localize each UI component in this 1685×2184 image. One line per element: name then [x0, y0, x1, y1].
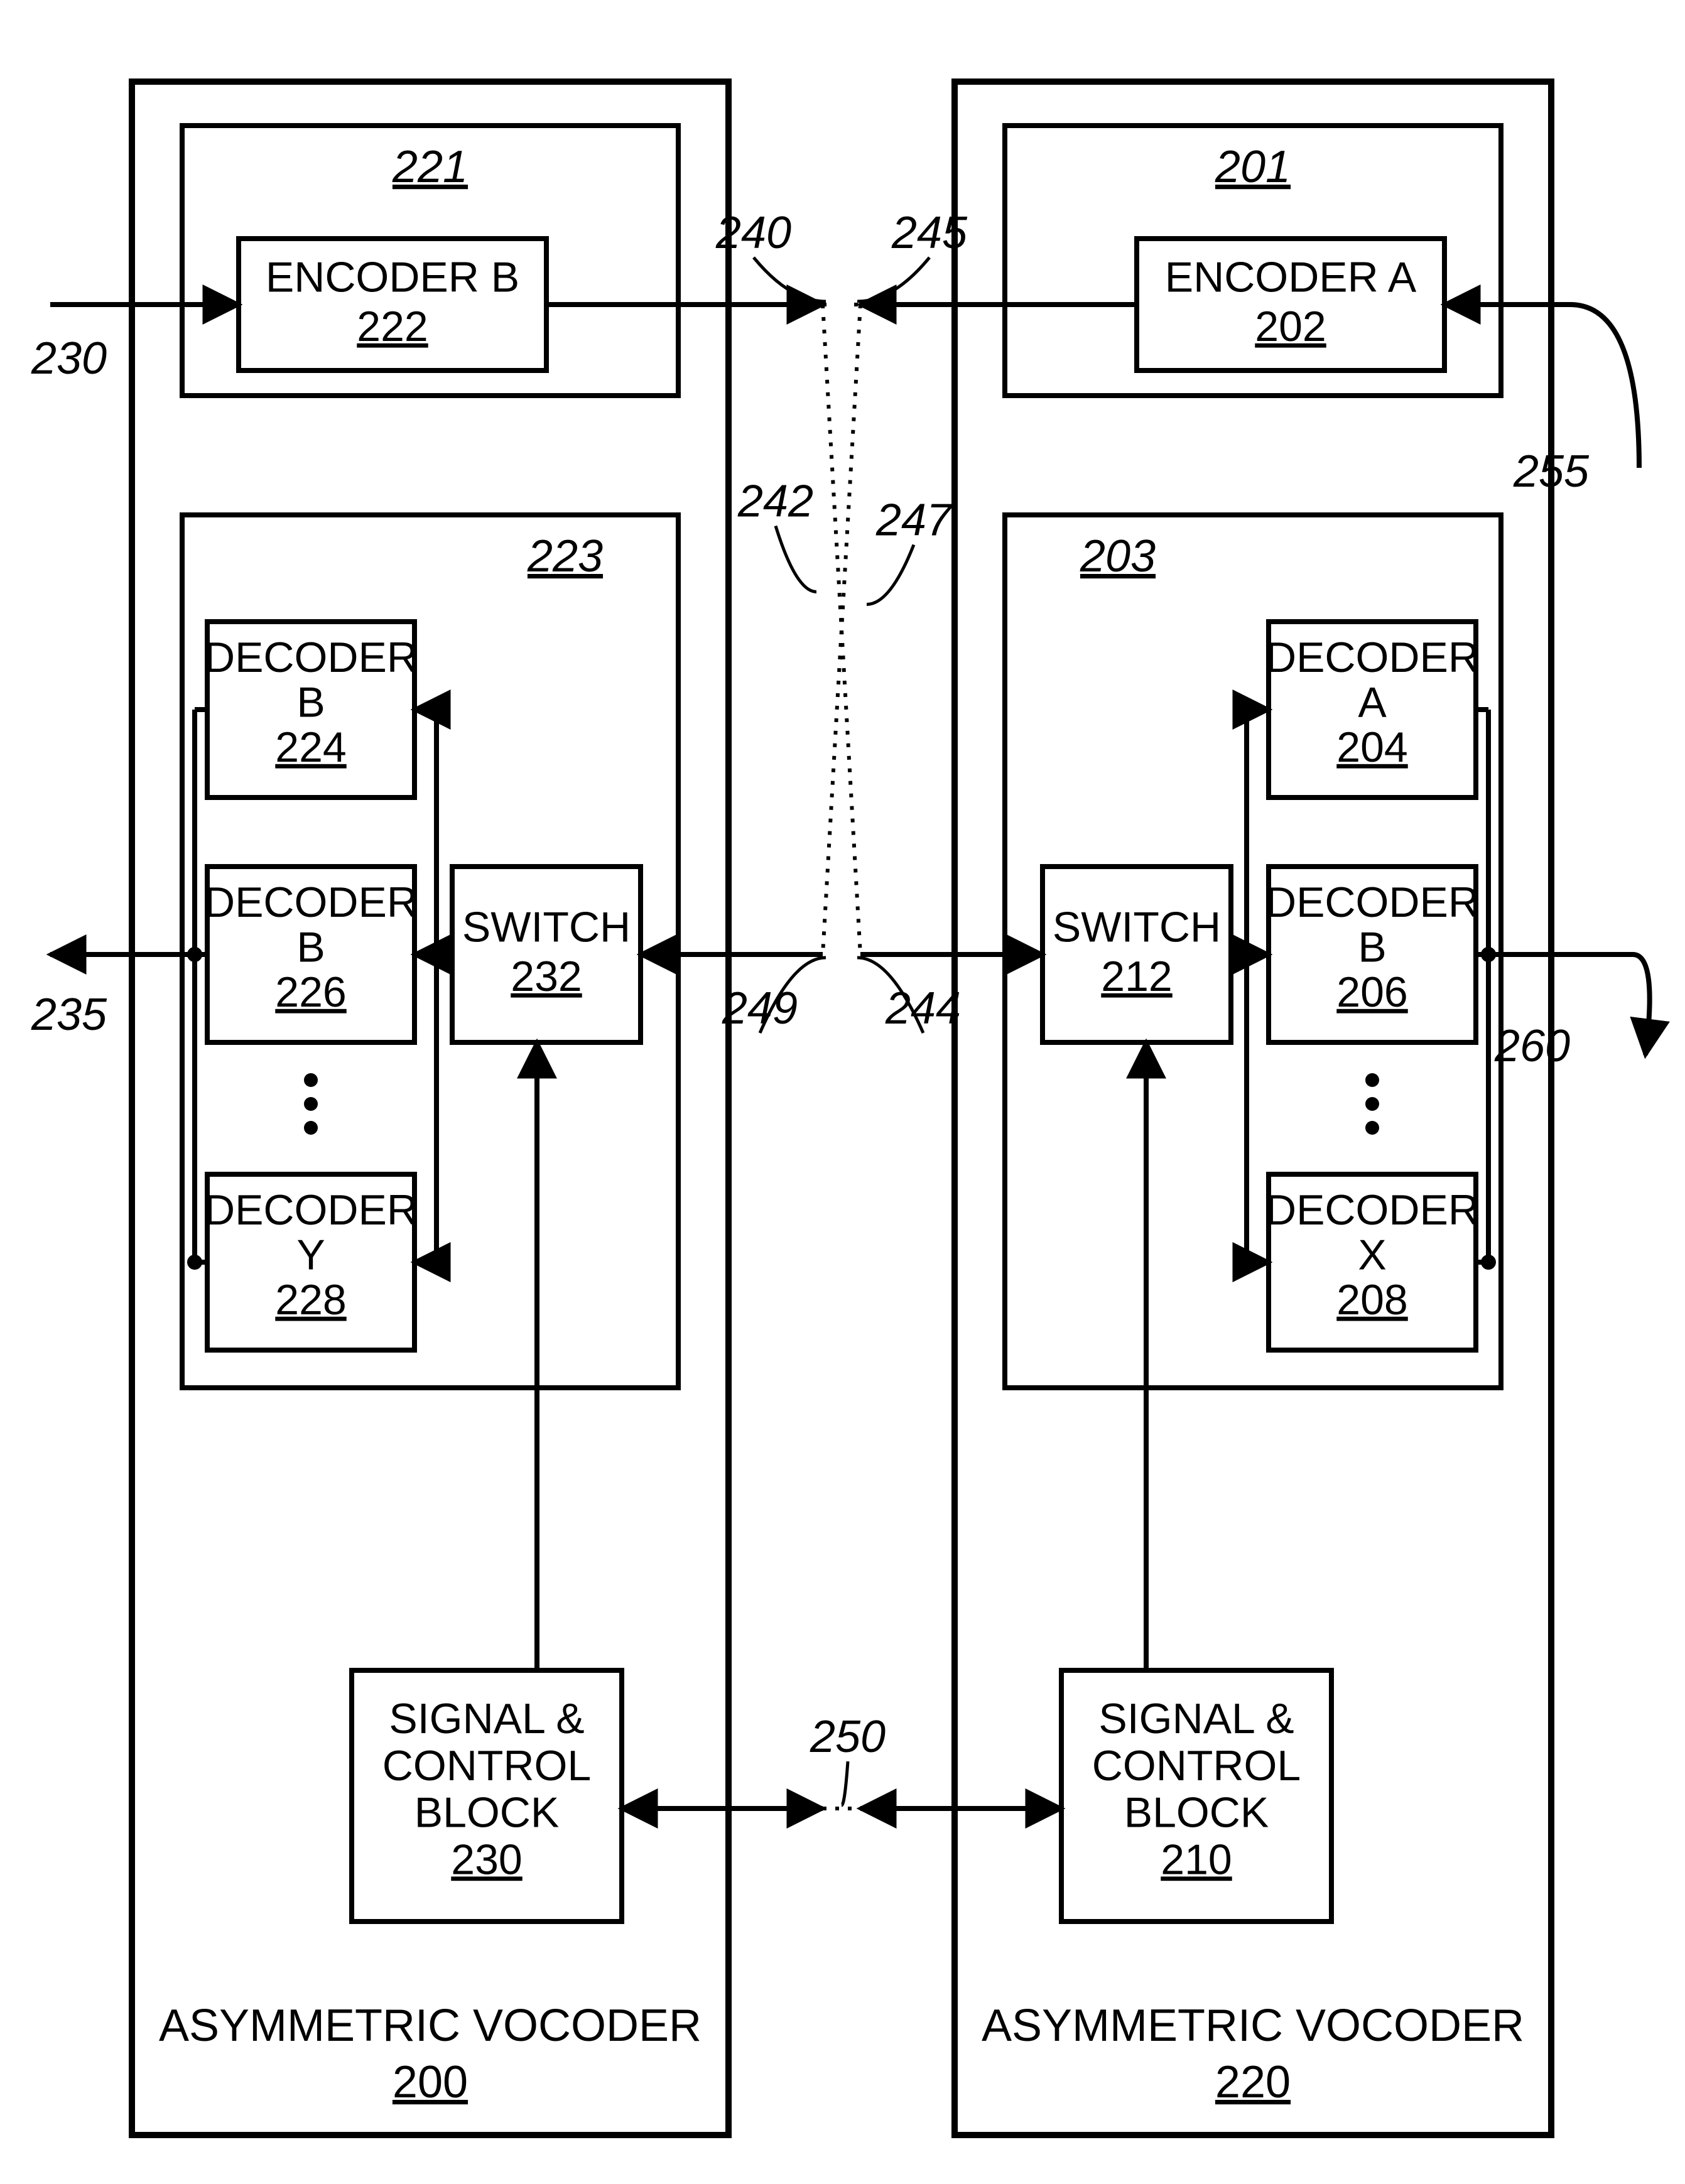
ref-242-hook [776, 526, 816, 592]
ref-230-in: 230 [31, 333, 107, 384]
right-decoder-ellipsis [1365, 1097, 1379, 1111]
ref-244: 244 [885, 983, 961, 1034]
block-text: DECODER [1265, 634, 1479, 681]
left-vocoder-title: ASYMMETRIC VOCODER [159, 2001, 702, 2051]
right-decoder-ellipsis [1365, 1121, 1379, 1135]
block-ref: 206 [1336, 968, 1407, 1016]
block-text: X [1358, 1231, 1386, 1279]
right-vocoder-ref: 220 [1215, 2057, 1291, 2107]
diagram-canvas: ASYMMETRIC VOCODER 200 221 ENCODER B222 223 D… [0, 0, 1685, 2184]
block-text: SWITCH [1053, 904, 1221, 951]
block-ref: 212 [1101, 953, 1172, 1000]
left-vocoder-ref: 200 [393, 2057, 468, 2107]
ref-240-hook [754, 257, 826, 301]
block-text: SIGNAL & [389, 1695, 584, 1743]
ref-255: 255 [1513, 446, 1590, 497]
block-ref: 224 [275, 723, 346, 771]
block-text: CONTROL [382, 1742, 591, 1790]
block-text: DECODER [204, 1186, 418, 1234]
ref-240: 240 [715, 208, 791, 258]
left-decoder-ellipsis [304, 1073, 318, 1087]
block-text: BLOCK [1124, 1789, 1269, 1837]
block-text: ENCODER B [266, 254, 519, 301]
block-ref: 228 [275, 1276, 346, 1324]
ref-247: 247 [875, 495, 953, 546]
ref-249: 249 [722, 983, 798, 1034]
ref-223: 223 [527, 531, 603, 581]
block-text: DECODER [204, 634, 418, 681]
ref-221: 221 [392, 142, 468, 192]
block-text: BLOCK [414, 1789, 560, 1837]
block-text: DECODER [1265, 1186, 1479, 1234]
ref-250-hook [842, 1761, 848, 1805]
right-decoder-ellipsis [1365, 1073, 1379, 1087]
block-ref: 232 [511, 953, 582, 1000]
left-decoder-ellipsis [304, 1097, 318, 1111]
ref-245: 245 [891, 208, 968, 258]
ref-242: 242 [737, 477, 813, 527]
block-ref: 226 [275, 968, 346, 1016]
ref-235: 235 [31, 990, 107, 1040]
left-decoder-ellipsis [304, 1121, 318, 1135]
block-text: SIGNAL & [1098, 1695, 1294, 1743]
ref-203: 203 [1080, 531, 1156, 581]
block-text: CONTROL [1092, 1742, 1301, 1790]
block-text: SWITCH [462, 904, 631, 951]
ref-201: 201 [1215, 142, 1291, 192]
right-vocoder-title: ASYMMETRIC VOCODER [982, 2001, 1524, 2051]
block-text: A [1358, 678, 1387, 726]
block-ref: 208 [1336, 1276, 1407, 1324]
ref-245-hook [857, 257, 929, 301]
block-text: Y [296, 1231, 325, 1279]
block-text: B [296, 923, 325, 971]
block-text: ENCODER A [1165, 254, 1417, 301]
block-ref: 230 [451, 1835, 522, 1883]
block-ref: 202 [1255, 303, 1326, 350]
block-ref: 222 [357, 303, 428, 350]
block-text: DECODER [1265, 878, 1479, 926]
block-text: B [296, 678, 325, 726]
ref-247-hook [867, 545, 914, 605]
block-text: B [1358, 923, 1386, 971]
block-ref: 204 [1336, 723, 1407, 771]
block-ref: 210 [1161, 1835, 1232, 1883]
ref-250: 250 [810, 1712, 886, 1762]
ref-260: 260 [1494, 1021, 1570, 1071]
block-text: DECODER [204, 878, 418, 926]
